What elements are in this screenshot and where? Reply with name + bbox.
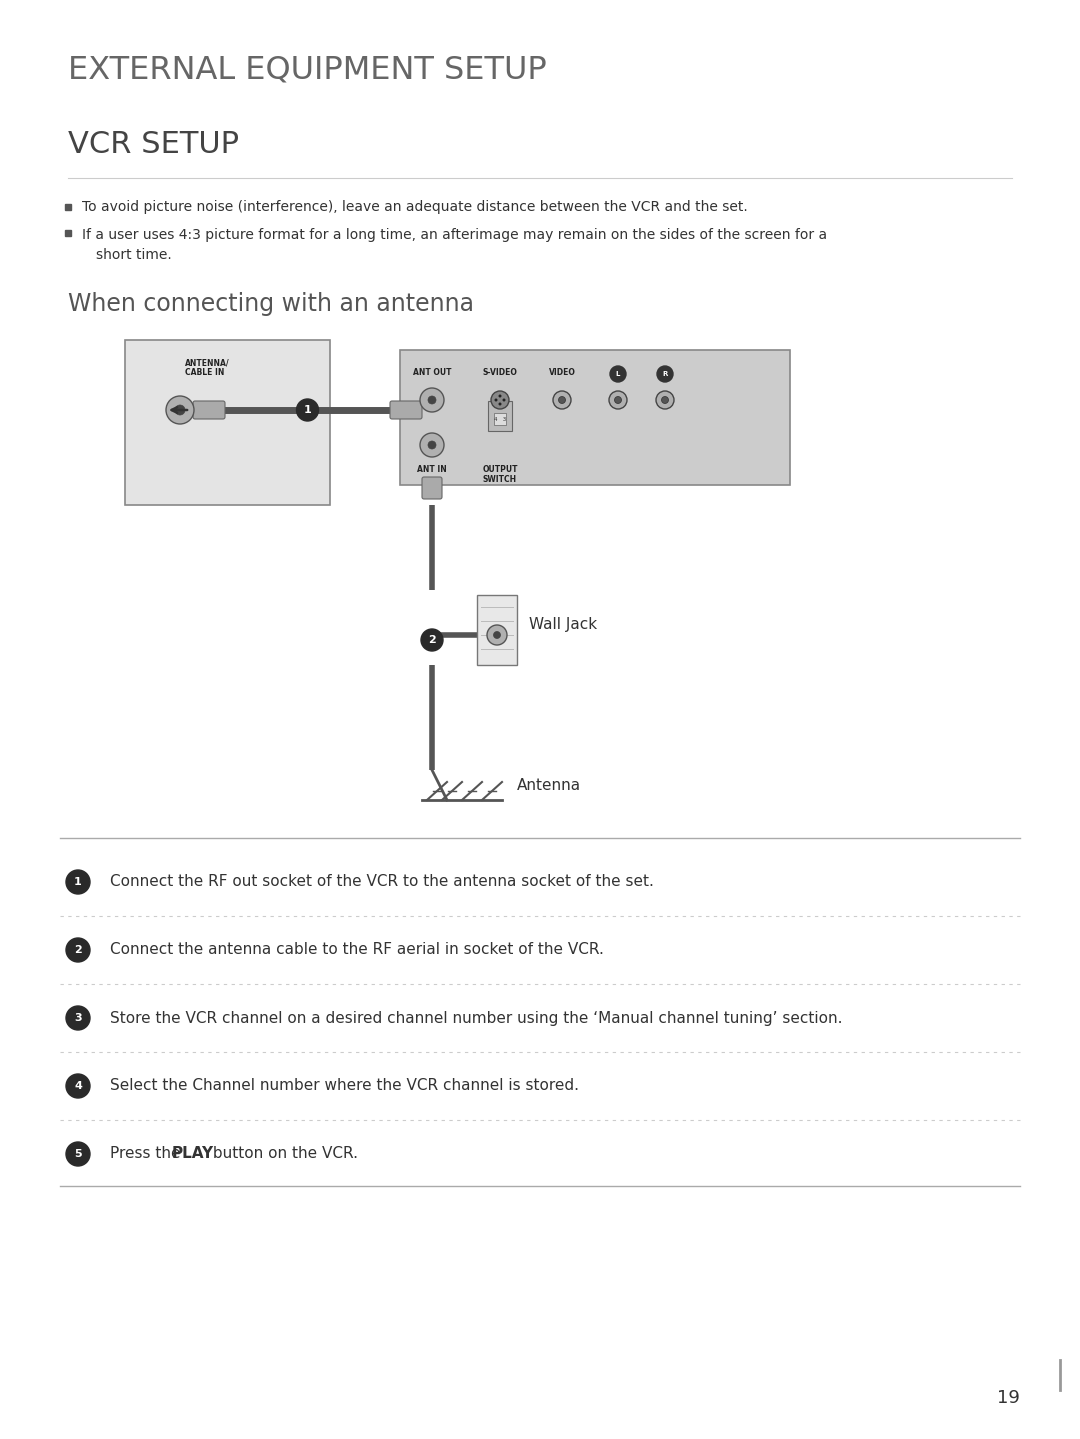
Text: Wall Jack: Wall Jack	[529, 617, 597, 633]
Text: 1: 1	[303, 404, 311, 414]
Circle shape	[66, 938, 90, 963]
Circle shape	[657, 366, 673, 381]
Circle shape	[66, 1073, 90, 1098]
Circle shape	[297, 399, 319, 422]
Text: L: L	[616, 371, 620, 377]
Circle shape	[656, 391, 674, 409]
Text: 19: 19	[997, 1389, 1020, 1407]
Text: 2: 2	[428, 635, 436, 645]
Text: OUTPUT
SWITCH: OUTPUT SWITCH	[483, 465, 517, 485]
FancyBboxPatch shape	[422, 476, 442, 499]
Circle shape	[499, 403, 501, 406]
Bar	[125, 340, 330, 505]
Text: Select the Channel number where the VCR channel is stored.: Select the Channel number where the VCR …	[110, 1078, 579, 1094]
Text: button on the VCR.: button on the VCR.	[208, 1147, 357, 1161]
Text: When connecting with an antenna: When connecting with an antenna	[68, 292, 474, 317]
Text: EXTERNAL EQUIPMENT SETUP: EXTERNAL EQUIPMENT SETUP	[68, 55, 546, 86]
Text: PLAY: PLAY	[172, 1147, 214, 1161]
Text: VCR SETUP: VCR SETUP	[68, 130, 239, 158]
Text: S-VIDEO: S-VIDEO	[483, 368, 517, 377]
Bar	[488, 401, 512, 432]
Text: Store the VCR channel on a desired channel number using the ‘Manual channel tuni: Store the VCR channel on a desired chann…	[110, 1010, 842, 1026]
Circle shape	[502, 399, 505, 401]
Circle shape	[420, 433, 444, 458]
Circle shape	[66, 871, 90, 894]
Text: short time.: short time.	[96, 248, 172, 262]
Circle shape	[558, 397, 566, 403]
FancyBboxPatch shape	[193, 401, 225, 419]
Circle shape	[487, 625, 507, 645]
Circle shape	[175, 404, 185, 414]
Text: Connect the antenna cable to the RF aerial in socket of the VCR.: Connect the antenna cable to the RF aeri…	[110, 943, 604, 957]
Circle shape	[661, 397, 669, 403]
Text: CABLE IN: CABLE IN	[185, 368, 225, 377]
Circle shape	[428, 396, 436, 404]
Text: 4: 4	[75, 1081, 82, 1091]
Text: ANT OUT: ANT OUT	[413, 368, 451, 377]
Circle shape	[495, 399, 498, 401]
Circle shape	[66, 1143, 90, 1166]
Circle shape	[499, 394, 501, 397]
Text: ANTENNA/: ANTENNA/	[185, 358, 230, 367]
Text: 2: 2	[75, 945, 82, 955]
Text: ANT IN: ANT IN	[417, 465, 447, 473]
Text: 1: 1	[75, 876, 82, 886]
Text: If a user uses 4:3 picture format for a long time, an afterimage may remain on t: If a user uses 4:3 picture format for a …	[82, 227, 827, 242]
Circle shape	[494, 632, 500, 639]
Circle shape	[166, 396, 194, 425]
Text: To avoid picture noise (interference), leave an adequate distance between the VC: To avoid picture noise (interference), l…	[82, 200, 747, 214]
Circle shape	[428, 440, 436, 449]
Circle shape	[610, 366, 626, 381]
Text: Connect the RF out socket of the VCR to the antenna socket of the set.: Connect the RF out socket of the VCR to …	[110, 875, 653, 889]
Text: 5: 5	[75, 1148, 82, 1158]
Circle shape	[66, 1006, 90, 1030]
Circle shape	[615, 397, 621, 403]
Text: VIDEO: VIDEO	[549, 368, 576, 377]
Circle shape	[553, 391, 571, 409]
Circle shape	[420, 389, 444, 412]
Text: 3: 3	[75, 1013, 82, 1023]
Bar	[494, 413, 507, 425]
FancyBboxPatch shape	[390, 401, 422, 419]
Circle shape	[491, 391, 509, 409]
Bar	[400, 350, 789, 485]
Text: R: R	[662, 371, 667, 377]
Text: 4   3: 4 3	[494, 417, 507, 422]
Circle shape	[609, 391, 627, 409]
Text: Press the: Press the	[110, 1147, 186, 1161]
Circle shape	[421, 629, 443, 650]
Bar	[477, 594, 517, 665]
Text: Antenna: Antenna	[517, 777, 581, 793]
